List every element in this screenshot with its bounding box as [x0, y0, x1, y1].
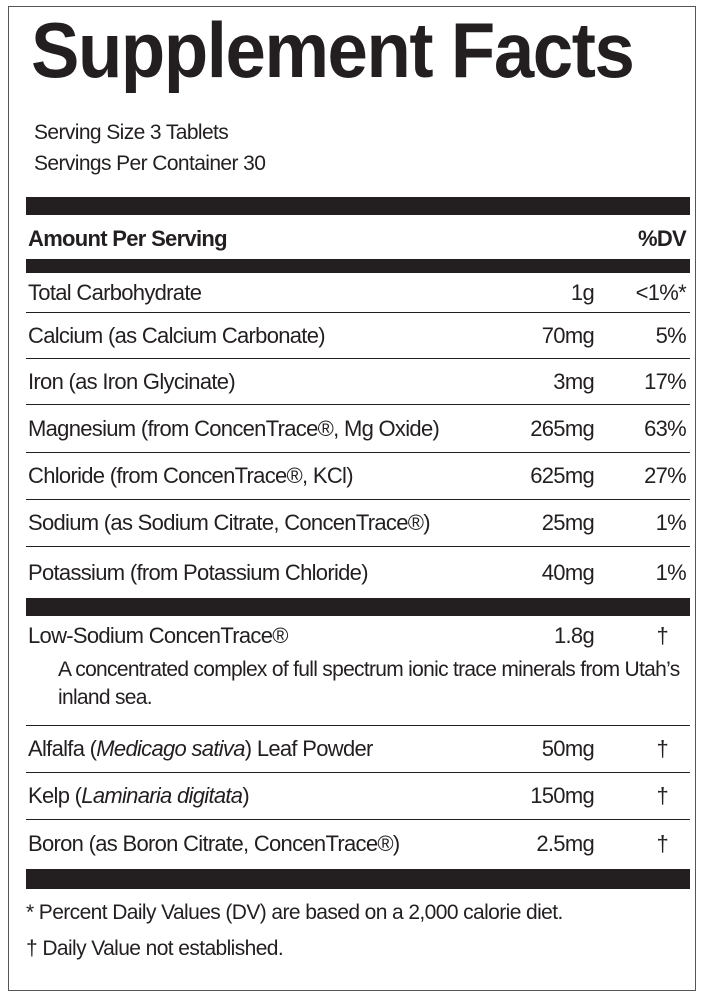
- ingredient-name: Alfalfa (Medicago sativa) Leaf Powder: [26, 736, 484, 762]
- thick-divider: [26, 197, 690, 215]
- ingredient-row: Alfalfa (Medicago sativa) Leaf Powder 50m…: [26, 726, 690, 773]
- nutrient-dv: 5%: [655, 322, 687, 348]
- nutrient-amount: 1g: [570, 279, 595, 305]
- footnote-dagger: † Daily Value not established.: [26, 937, 284, 960]
- botanical-name: Medicago sativa: [96, 736, 245, 761]
- nutrient-name: Magnesium (from ConcenTrace®, Mg Oxide): [28, 415, 440, 441]
- nutrient-dv: 1%: [655, 559, 687, 585]
- ingredient-row: Boron (as Boron Citrate, ConcenTrace®) 2.…: [26, 820, 690, 868]
- nutrient-amount: 40mg: [541, 559, 595, 585]
- ingredient-dv: †: [656, 623, 668, 648]
- ingredient-amount: 50mg: [541, 736, 595, 761]
- name-part: Kelp (: [28, 783, 82, 808]
- thick-divider: [26, 869, 690, 889]
- supplement-facts-panel: Supplement Facts Serving Size 3 Tablets …: [8, 6, 696, 991]
- amount-per-serving-header: Amount Per Serving: [28, 226, 228, 251]
- nutrient-name: Calcium (as Calcium Carbonate): [28, 322, 326, 348]
- nutrient-amount: 625mg: [530, 463, 594, 488]
- nutrient-dv: 1%: [655, 510, 687, 535]
- ingredient-description: A concentrated complex of full spectrum …: [58, 658, 680, 709]
- panel-title: Supplement Facts: [31, 6, 635, 94]
- ingredient-amount: 2.5mg: [536, 831, 594, 856]
- ingredient-name: Kelp (Laminaria digitata): [26, 783, 484, 809]
- nutrient-row: Sodium (as Sodium Citrate, ConcenTrace®)…: [26, 500, 690, 547]
- ingredient-dv: †: [656, 783, 668, 808]
- nutrient-dv: 27%: [644, 463, 687, 488]
- ingredient-dv: †: [656, 831, 668, 856]
- nutrient-row: Chloride (from ConcenTrace®, KCl) 625mg 27…: [26, 453, 690, 500]
- footnote-dv: * Percent Daily Values (DV) are based on…: [26, 901, 563, 924]
- column-header: Amount Per Serving %DV: [26, 219, 690, 259]
- ingredient-name: Boron (as Boron Citrate, ConcenTrace®): [28, 831, 400, 856]
- ingredient-amount: 1.8g: [553, 623, 595, 648]
- thick-divider: [26, 598, 690, 616]
- nutrient-name: Total Carbohydrate: [28, 279, 202, 305]
- ingredient-name: Low-Sodium ConcenTrace®: [28, 623, 288, 648]
- nutrient-row: Total Carbohydrate 1g <1%*: [26, 273, 690, 313]
- serving-size: Serving Size 3 Tablets: [34, 121, 229, 144]
- nutrient-name: Iron (as Iron Glycinate): [28, 368, 236, 394]
- nutrient-dv: 17%: [644, 368, 687, 394]
- nutrient-row: Calcium (as Calcium Carbonate) 70mg 5%: [26, 313, 690, 359]
- nutrient-amount: 70mg: [541, 322, 595, 348]
- dv-header: %DV: [637, 226, 687, 251]
- nutrient-row: Magnesium (from ConcenTrace®, Mg Oxide) 2…: [26, 405, 690, 453]
- ingredient-row: Low-Sodium ConcenTrace® 1.8g † A concentra…: [26, 618, 690, 726]
- botanical-name: Laminaria digitata: [81, 783, 243, 808]
- nutrient-name: Chloride (from ConcenTrace®, KCl): [28, 463, 354, 488]
- name-part: Alfalfa (: [28, 736, 97, 761]
- nutrient-row: Iron (as Iron Glycinate) 3mg 17%: [26, 359, 690, 405]
- ingredient-amount: 150mg: [530, 783, 594, 808]
- nutrient-amount: 25mg: [541, 510, 595, 535]
- name-part: ): [242, 783, 249, 808]
- servings-per-container: Servings Per Container 30: [34, 152, 266, 175]
- nutrient-name: Sodium (as Sodium Citrate, ConcenTrace®): [28, 510, 431, 535]
- nutrient-amount: 3mg: [553, 368, 594, 394]
- nutrient-name: Potassium (from Potassium Chloride): [28, 559, 369, 585]
- thick-divider: [26, 259, 690, 273]
- ingredient-dv: †: [656, 736, 668, 761]
- nutrient-dv: 63%: [644, 415, 687, 441]
- nutrient-amount: 265mg: [530, 415, 594, 441]
- nutrient-dv: <1%*: [635, 279, 687, 305]
- nutrient-row: Potassium (from Potassium Chloride) 40mg 1…: [26, 547, 690, 598]
- ingredient-row: Kelp (Laminaria digitata) 150mg †: [26, 773, 690, 820]
- name-part: ) Leaf Powder: [244, 736, 374, 761]
